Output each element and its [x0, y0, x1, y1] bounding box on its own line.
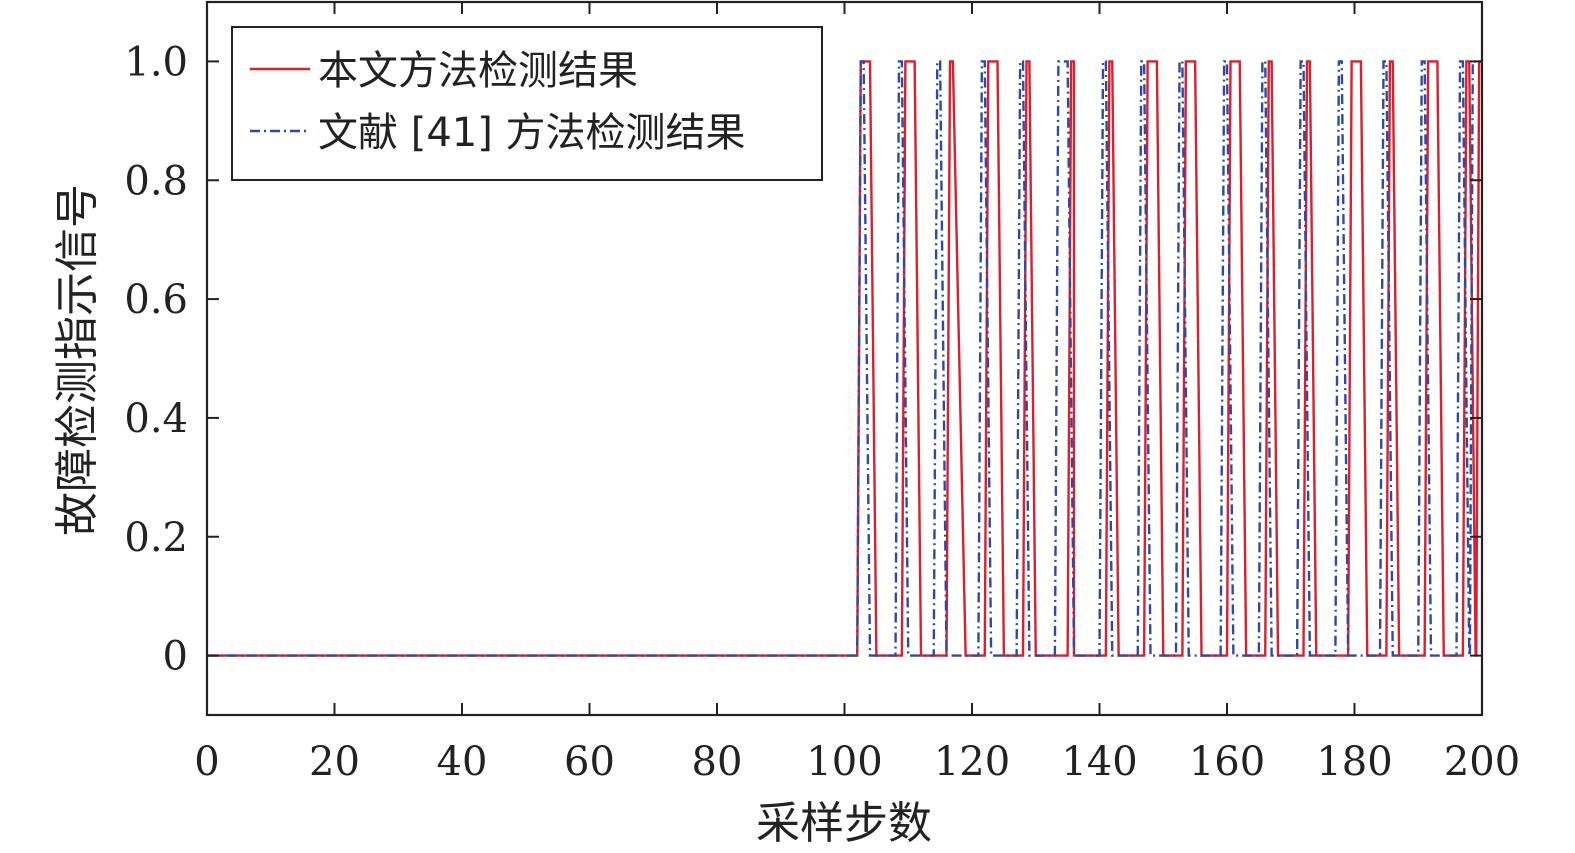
legend-label-series-2: 文献 [41] 方法检测结果: [318, 110, 746, 156]
x-tick-label: 20: [309, 739, 360, 785]
legend-label-series-1: 本文方法检测结果: [318, 48, 638, 94]
x-tick-label: 0: [194, 739, 219, 785]
y-tick-label: 1.0: [124, 39, 188, 85]
x-tick-label: 40: [437, 739, 488, 785]
x-tick-label: 180: [1316, 739, 1392, 785]
x-tick-label: 160: [1189, 739, 1265, 785]
series-line-1: [207, 60, 1482, 657]
x-tick-label: 120: [934, 739, 1010, 785]
x-tick-label: 200: [1444, 739, 1520, 785]
series-line-2: [207, 60, 1482, 657]
legend-box: [231, 26, 823, 181]
y-tick-label: 0: [163, 634, 188, 680]
legend: 本文方法检测结果 文献 [41] 方法检测结果: [231, 26, 823, 181]
tick-layer: 0 20 40 60 80 100 120 140 160 180 200 0 0.2 0.4 0.6 0.8…: [124, 2, 1520, 785]
x-tick-label: 60: [564, 739, 615, 785]
x-axis-title: 采样步数: [756, 798, 932, 849]
y-tick-label: 0.8: [124, 158, 188, 204]
y-tick-label: 0.6: [124, 277, 188, 323]
x-tick-label: 140: [1061, 739, 1137, 785]
y-axis-title: 故障检测指示信号: [52, 184, 103, 536]
y-tick-label: 0.4: [124, 396, 188, 442]
y-tick-label: 0.2: [124, 515, 188, 561]
series-layer: [207, 60, 1482, 657]
x-tick-label: 100: [806, 739, 882, 785]
x-tick-label: 80: [692, 739, 743, 785]
